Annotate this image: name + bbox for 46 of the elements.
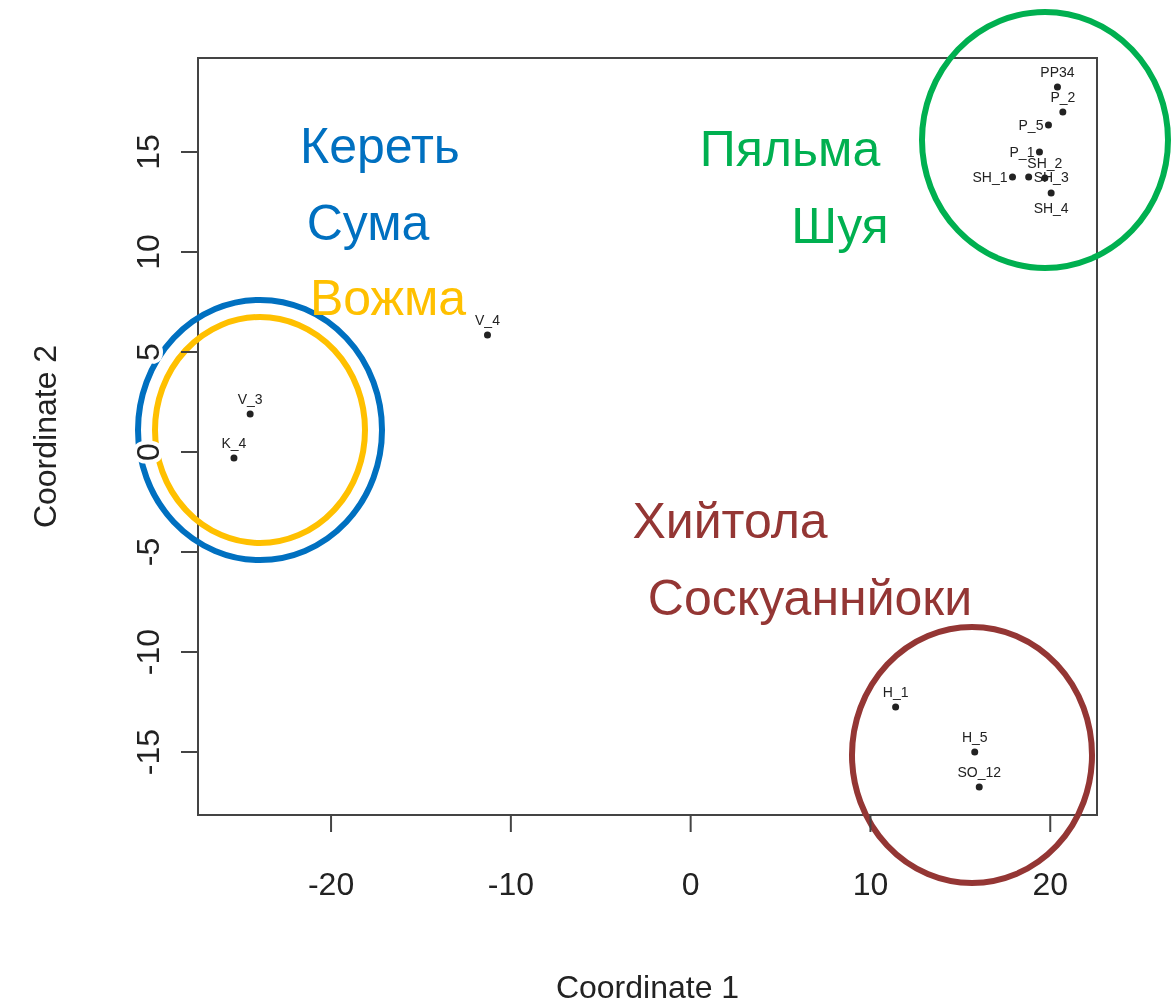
- point: [971, 748, 979, 756]
- y-tick-label: -10: [130, 628, 167, 676]
- annotation: Соскуаннйоки: [647, 569, 973, 626]
- annotation: PP34: [1040, 64, 1075, 80]
- y-tick-label: 5: [130, 343, 167, 361]
- y-tick-label: -5: [130, 537, 167, 567]
- y-tick-label: 15: [130, 134, 167, 170]
- x-tick-label: -20: [307, 866, 355, 902]
- point: [1053, 83, 1061, 91]
- x-tick-label: 10: [852, 866, 889, 902]
- annotation: Шуя: [791, 197, 889, 254]
- point: [892, 703, 900, 711]
- annotation: SH_1: [972, 169, 1008, 185]
- x-axis-title: Coordinate 1: [555, 969, 740, 1005]
- annotation: SO_12: [957, 764, 1002, 780]
- x-tick-label: -10: [487, 866, 534, 902]
- point: [1059, 108, 1067, 116]
- point: [975, 783, 983, 791]
- y-tick-label: 0: [130, 443, 167, 461]
- annotation: P_1: [1009, 144, 1035, 160]
- annotation: V_3: [237, 391, 263, 407]
- annotation: P_5: [1018, 117, 1044, 133]
- y-axis-title: Coordinate 2: [27, 344, 64, 529]
- point: [1044, 121, 1052, 129]
- point: [483, 331, 491, 339]
- annotation: Сума: [306, 194, 430, 251]
- point: [1047, 189, 1055, 197]
- annotation: P_2: [1050, 89, 1076, 105]
- x-tick-label: 20: [1032, 866, 1069, 902]
- point: [230, 454, 238, 462]
- y-tick-label: 10: [130, 234, 167, 270]
- x-tick-label: 0: [681, 866, 700, 902]
- annotation: V_4: [475, 312, 501, 328]
- annotation: K_4: [221, 435, 247, 451]
- point: [246, 410, 254, 418]
- annotation: H_1: [882, 684, 909, 700]
- point: [1025, 173, 1033, 181]
- annotation: Вожма: [309, 269, 467, 326]
- annotation: SH_4: [1033, 200, 1069, 216]
- y-tick-label: -15: [130, 728, 167, 776]
- annotation: Хийтола: [632, 492, 828, 549]
- point: [1035, 148, 1043, 156]
- annotation: Пяльма: [699, 120, 881, 177]
- annotation: H_5: [961, 729, 988, 745]
- point: [1008, 173, 1016, 181]
- annotation: Кереть: [300, 117, 460, 174]
